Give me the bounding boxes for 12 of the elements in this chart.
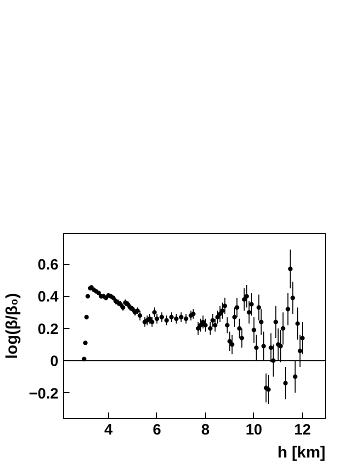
y-tick-label: 0.6 (38, 256, 59, 274)
y-tick-label: 0.4 (38, 288, 60, 306)
y-tick-label: 0.2 (38, 320, 59, 338)
x-tick-label: 10 (246, 422, 262, 438)
y-tick-label: −0.2 (28, 385, 59, 402)
x-tick-label: 8 (201, 422, 210, 438)
y-axis-title: log(β/β₀) (4, 293, 21, 359)
y-tick-label: 0 (50, 353, 58, 370)
x-tick-label: 6 (152, 422, 162, 438)
x-tick-label: 12 (294, 422, 311, 438)
x-tick-label: 4 (104, 422, 114, 438)
x-axis-title: h [km] (278, 444, 326, 462)
